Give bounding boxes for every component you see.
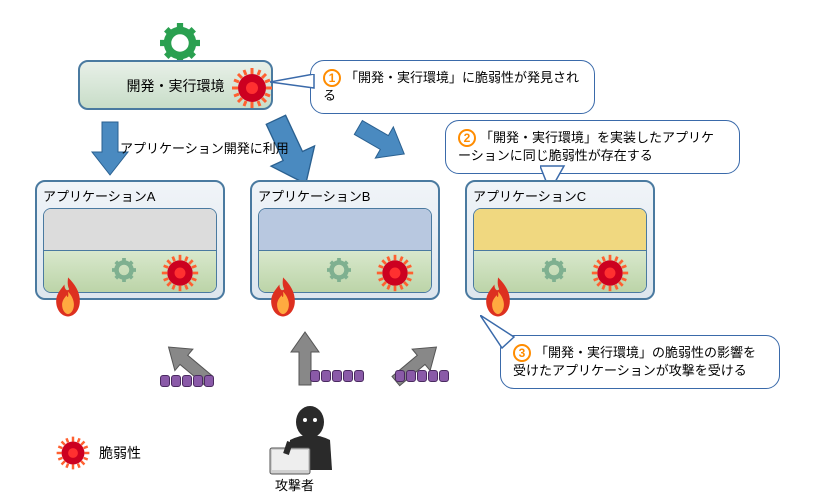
blue-arrow-c [310,100,450,190]
app-a-label: アプリケーションA [43,186,217,205]
badge-1: 1 [323,69,341,87]
attacker-label: 攻撃者 [275,475,314,494]
arrow-label: アプリケーション開発に利用 [120,138,289,157]
gear-icon [539,255,569,285]
worm-icon [160,375,214,387]
callout-3-text: 「開発・実行環境」の脆弱性の影響を受けたアプリケーションが攻撃を受ける [513,345,756,378]
badge-2: 2 [458,129,476,147]
callout-2-text: 「開発・実行環境」を実装したアプリケーションに同じ脆弱性が存在する [458,130,714,163]
worm-icon [310,370,364,382]
gear-icon [324,255,354,285]
vuln-icon [230,66,274,110]
dev-env-label: 開発・実行環境 [127,78,225,94]
gray-arrow-b [275,310,335,410]
app-b-label: アプリケーションB [258,186,432,205]
worm-icon [395,370,449,382]
vuln-icon [55,435,91,471]
vuln-icon [590,253,630,293]
legend: 脆弱性 [55,435,141,471]
app-a-top [44,209,216,251]
legend-label: 脆弱性 [99,443,141,463]
callout-1-pointer [270,74,315,94]
flame-icon [48,275,88,320]
app-c-label: アプリケーションC [473,186,647,205]
gray-arrow-a [110,305,270,425]
attacker-icon [260,400,350,480]
vuln-icon [375,253,415,293]
callout-2: 2「開発・実行環境」を実装したアプリケーションに同じ脆弱性が存在する [445,120,740,174]
callout-1-text: 「開発・実行環境」に脆弱性が発見される [323,70,579,103]
app-b-top [259,209,431,251]
gear-icon [109,255,139,285]
callout-3: 3「開発・実行環境」の脆弱性の影響を受けたアプリケーションが攻撃を受ける [500,335,780,389]
app-c-top [474,209,646,251]
vuln-icon [160,253,200,293]
gray-arrow-c [345,305,505,425]
